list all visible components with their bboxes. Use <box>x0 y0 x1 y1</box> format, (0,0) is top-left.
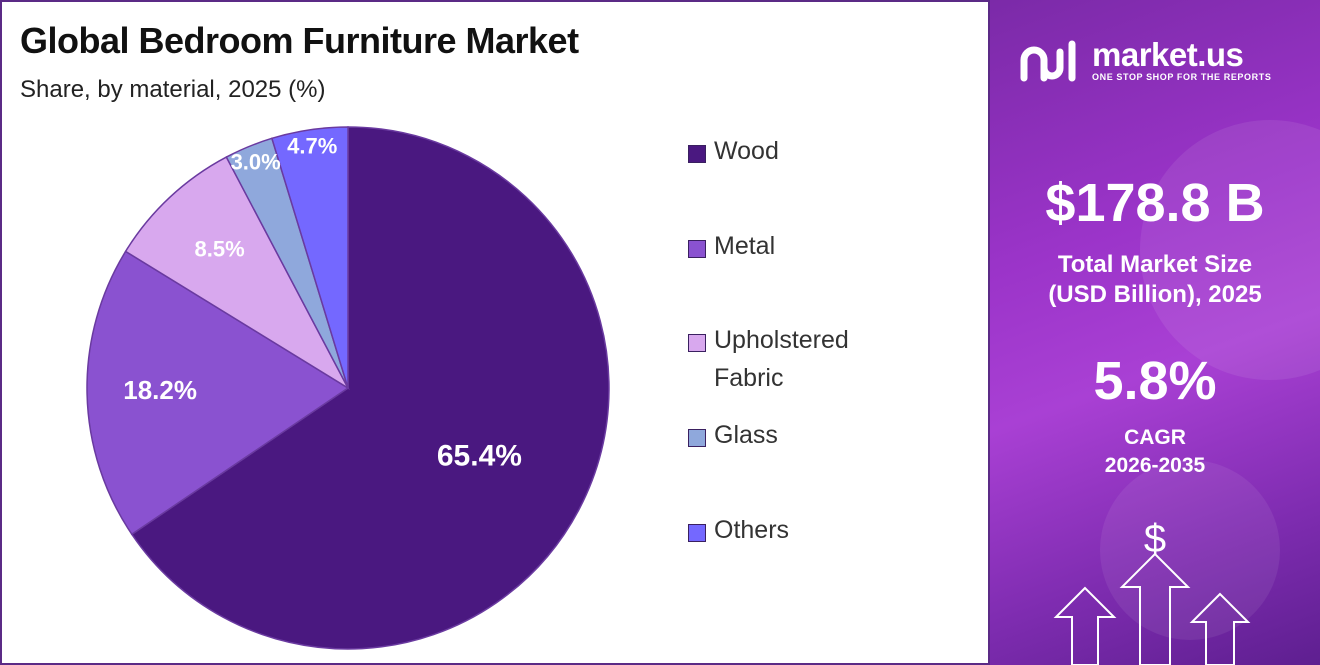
pie-label-glass: 3.0% <box>231 149 281 174</box>
market-size-value: $178.8 B <box>1045 173 1265 233</box>
market-us-logo-icon <box>1020 40 1076 82</box>
pie-slice-metal <box>86 250 350 536</box>
legend-swatch-others <box>688 524 706 542</box>
legend-swatch-glass <box>688 429 706 447</box>
brand-tagline: ONE STOP SHOP FOR THE REPORTS <box>1092 72 1272 82</box>
legend-label-others: Others <box>714 516 790 544</box>
legend-item-glass: Glass <box>688 416 914 454</box>
pie-slice-others <box>270 126 349 389</box>
pie-label-metal: 18.2% <box>123 375 197 405</box>
legend-item-upholstered-fabric: Upholstered Fabric <box>688 321 914 397</box>
pie-chart: 65.4% 18.2% 8.5% 3.0%4.7% <box>86 126 610 650</box>
legend-label-wood: Wood <box>714 137 779 165</box>
info-panel: market.us ONE STOP SHOP FOR THE REPORTS … <box>990 0 1320 665</box>
cagr-value: 5.8% <box>1093 351 1217 411</box>
pie-slice-upholstered-fabric <box>124 156 350 391</box>
chart-title: Global Bedroom Furniture Market <box>20 20 579 61</box>
legend-swatch-wood <box>688 145 706 163</box>
brand-text: market.us ONE STOP SHOP FOR THE REPORTS <box>1092 36 1272 83</box>
pie-label-upholstered-fabric: 8.5% <box>195 237 245 262</box>
legend-item-wood: Wood <box>688 132 914 170</box>
legend-label-metal: Metal <box>714 232 776 260</box>
chart-subtitle: Share, by material, 2025 (%) <box>20 76 326 103</box>
pie-label-wood: 65.4% <box>437 440 522 473</box>
legend-swatch-metal <box>688 240 706 258</box>
brand: market.us ONE STOP SHOP FOR THE REPORTS <box>1020 38 1271 82</box>
dollar-sign-icon: $ <box>1144 517 1166 561</box>
legend-item-metal: Metal <box>688 227 914 265</box>
market-size-label: Total Market Size (USD Billion), 2025 <box>990 250 1320 310</box>
cagr-label-line1: CAGR <box>1124 426 1186 449</box>
brand-name: market.us <box>1092 36 1244 73</box>
cagr-label: CAGR 2026-2035 <box>990 424 1320 480</box>
market-size-label-line1: Total Market Size <box>1057 251 1253 278</box>
market-size-label-line2: (USD Billion), 2025 <box>1048 281 1262 308</box>
background-glow <box>1100 460 1280 640</box>
legend-swatch-upholstered-fabric <box>688 334 706 352</box>
legend-label-upholstered-fabric: Upholstered Fabric <box>714 326 849 392</box>
legend-label-glass: Glass <box>714 421 778 449</box>
pie-label-others: 4.7% <box>287 134 337 159</box>
chart-panel: 65.4% 18.2% 8.5% 3.0% 4.7% Global Bedroom Fu… <box>0 0 990 665</box>
growth-arrows-icon: $ <box>1053 517 1251 665</box>
cagr-label-line2: 2026-2035 <box>1104 454 1206 477</box>
pie-slice-wood <box>130 126 610 650</box>
legend-item-others: Others <box>688 511 914 549</box>
